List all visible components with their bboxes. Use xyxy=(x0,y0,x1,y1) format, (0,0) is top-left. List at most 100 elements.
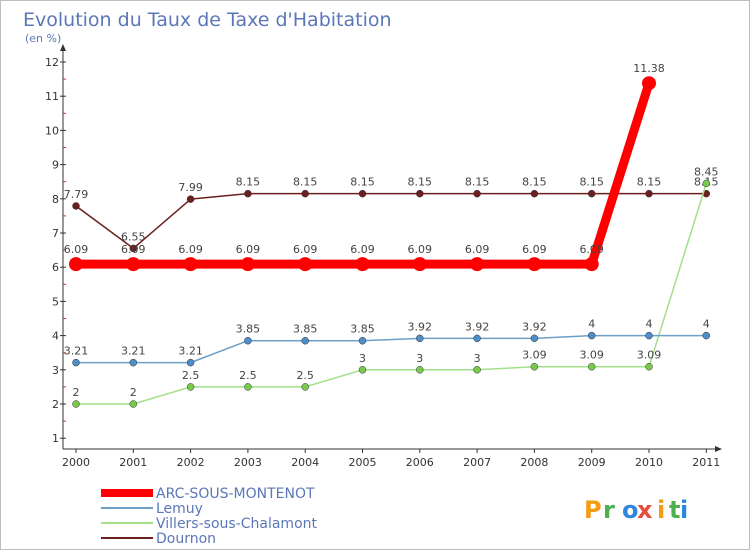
data-label-dournon: 8.15 xyxy=(579,176,604,189)
data-point-villers xyxy=(72,400,80,408)
data-point-lemuy xyxy=(587,331,596,340)
data-label-dournon: 6.55 xyxy=(121,230,146,243)
data-label-lemuy: 3.85 xyxy=(350,323,375,336)
data-point-arc xyxy=(470,257,485,272)
y-tick-label: 1 xyxy=(52,432,59,445)
data-point-arc xyxy=(412,257,427,272)
data-label-lemuy: 4 xyxy=(703,318,710,331)
data-point-villers xyxy=(301,383,309,391)
data-label-villers: 2 xyxy=(130,386,137,399)
data-point-arc xyxy=(642,76,656,91)
data-label-dournon: 7.99 xyxy=(178,181,203,194)
data-point-villers xyxy=(186,383,195,391)
data-point-villers xyxy=(530,362,539,371)
brand-letter: o xyxy=(622,496,639,524)
data-point-lemuy xyxy=(301,336,309,345)
y-tick-label: 9 xyxy=(52,159,59,172)
data-point-dournon xyxy=(530,189,539,198)
y-tick-label: 11 xyxy=(45,90,59,103)
series-line-arc xyxy=(71,78,654,269)
x-tick-label: 2007 xyxy=(463,456,491,469)
data-label-arc: 6.09 xyxy=(579,243,604,256)
series-villers: 2 2 2.5 2.5 2.5 3 3 3 3.09 3.09 3.09 8.45 xyxy=(72,165,719,408)
x-tick-label: 2003 xyxy=(234,456,262,469)
series-layer: 7.79 6.55 7.99 8.15 8.15 8.15 8.15 8.15 8.15 8.15… xyxy=(64,62,719,408)
data-point-dournon xyxy=(244,189,252,198)
data-label-lemuy: 3.92 xyxy=(408,320,433,333)
y-tick-label: 10 xyxy=(45,124,59,137)
data-label-dournon: 8.15 xyxy=(637,176,662,189)
y-tick-label: 7 xyxy=(52,227,59,240)
data-label-villers: 2.5 xyxy=(296,369,314,382)
data-label-lemuy: 3.92 xyxy=(522,320,547,333)
data-label-lemuy: 3.21 xyxy=(178,345,203,358)
data-label-dournon: 8.15 xyxy=(350,176,375,189)
x-tick-label: 2009 xyxy=(578,456,606,469)
data-point-dournon xyxy=(645,189,653,198)
data-point-villers xyxy=(129,400,138,408)
data-point-arc xyxy=(126,257,141,272)
data-label-villers: 2.5 xyxy=(239,369,257,382)
series-arc: 6.09 6.09 6.09 6.09 6.09 6.09 6.09 6.09 6.09 6.09… xyxy=(64,62,665,272)
data-point-villers xyxy=(473,366,481,374)
data-label-dournon: 8.15 xyxy=(465,176,490,189)
data-label-lemuy: 3.85 xyxy=(236,323,261,336)
data-point-villers xyxy=(587,362,596,371)
data-point-lemuy xyxy=(72,358,80,367)
data-label-arc: 6.09 xyxy=(522,243,547,256)
data-label-villers: 2 xyxy=(73,386,80,399)
data-point-lemuy xyxy=(645,331,653,340)
data-label-arc: 6.09 xyxy=(178,243,203,256)
x-tick-label: 2008 xyxy=(520,456,548,469)
legend-label-lemuy: Lemuy xyxy=(156,501,203,517)
data-label-villers: 3.09 xyxy=(637,349,662,362)
data-label-arc: 6.09 xyxy=(121,243,146,256)
series-line-dournon xyxy=(75,192,708,250)
brand-letter: i xyxy=(680,496,688,524)
data-point-dournon xyxy=(129,244,138,253)
data-point-lemuy xyxy=(244,336,252,345)
data-point-dournon xyxy=(473,189,481,198)
data-label-dournon: 7.79 xyxy=(64,188,89,201)
data-point-arc xyxy=(584,257,599,272)
data-point-dournon xyxy=(358,189,367,198)
series-dournon: 7.79 6.55 7.99 8.15 8.15 8.15 8.15 8.15 8.15 8.15… xyxy=(64,176,719,253)
data-label-villers: 2.5 xyxy=(182,369,200,382)
legend-label-villers: Villers-sous-Chalamont xyxy=(156,516,318,532)
x-axis-arrow xyxy=(715,446,722,452)
data-label-lemuy: 4 xyxy=(588,318,595,331)
brand-letter: P xyxy=(584,496,602,524)
data-point-lemuy xyxy=(702,331,711,340)
data-label-dournon: 8.15 xyxy=(522,176,547,189)
data-point-dournon xyxy=(416,189,424,198)
x-tick-label: 2000 xyxy=(62,456,90,469)
data-label-arc: 6.09 xyxy=(236,243,261,256)
data-label-lemuy: 3.21 xyxy=(121,345,146,358)
data-label-arc: 6.09 xyxy=(64,243,89,256)
series-line-lemuy xyxy=(75,334,708,364)
y-tick-label: 8 xyxy=(52,193,59,206)
x-tick-label: 2005 xyxy=(349,456,377,469)
data-point-arc xyxy=(69,257,83,272)
data-label-arc: 6.09 xyxy=(293,243,318,256)
data-label-lemuy: 3.21 xyxy=(64,345,89,358)
x-tick-label: 2011 xyxy=(692,456,720,469)
x-tick-label: 2002 xyxy=(177,456,205,469)
data-label-villers: 3.09 xyxy=(522,349,547,362)
data-point-villers xyxy=(244,383,252,391)
y-tick-label: 2 xyxy=(52,398,59,411)
chart-subtitle: (en %) xyxy=(25,32,61,45)
data-point-villers xyxy=(645,362,653,371)
data-point-villers xyxy=(358,366,367,374)
data-point-lemuy xyxy=(129,358,138,367)
data-label-arc: 6.09 xyxy=(465,243,490,256)
brand-letter: i xyxy=(657,496,665,524)
data-label-lemuy: 3.92 xyxy=(465,320,490,333)
data-point-dournon xyxy=(301,189,309,198)
brand-letter: x xyxy=(637,496,653,524)
data-label-villers: 3 xyxy=(416,352,423,365)
data-point-arc xyxy=(527,257,542,272)
